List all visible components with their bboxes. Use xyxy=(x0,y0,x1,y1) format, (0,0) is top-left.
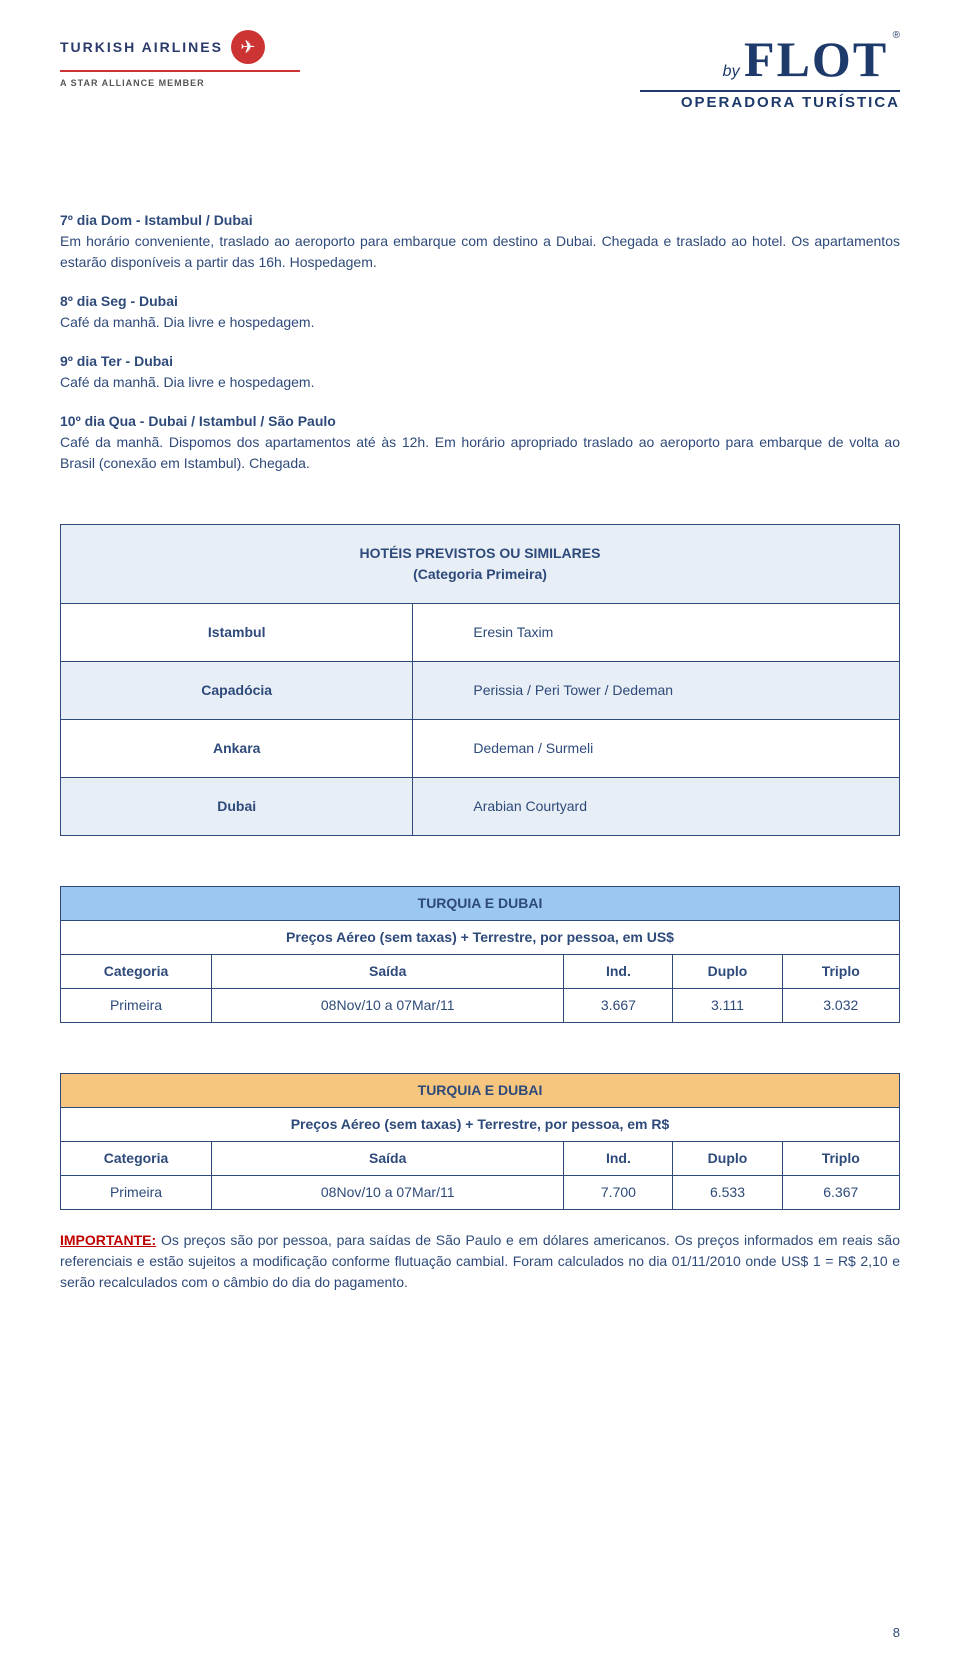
day-text: Em horário conveniente, traslado ao aero… xyxy=(60,231,900,273)
col-ind: Ind. xyxy=(564,955,673,989)
day-text: Café da manhã. Dia livre e hospedagem. xyxy=(60,372,900,393)
cell-saida: 08Nov/10 a 07Mar/11 xyxy=(212,989,564,1023)
cell-triplo: 3.032 xyxy=(782,989,899,1023)
pt-usd-title: TURQUIA E DUBAI xyxy=(61,887,900,921)
page-number: 8 xyxy=(893,1625,900,1640)
pt-brl-title: TURQUIA E DUBAI xyxy=(61,1074,900,1108)
col-duplo: Duplo xyxy=(673,1142,782,1176)
important-label: IMPORTANTE: xyxy=(60,1232,156,1248)
hotel-name: Eresin Taxim xyxy=(413,604,900,662)
cell-ind: 7.700 xyxy=(564,1176,673,1210)
turkish-airlines-logo: TURKISH AIRLINES ✈ A STAR ALLIANCE MEMBE… xyxy=(60,30,300,88)
day-title: 7º dia Dom - Istambul / Dubai xyxy=(60,210,900,231)
ta-name: TURKISH AIRLINES xyxy=(60,39,223,55)
ta-bird-icon: ✈ xyxy=(231,30,265,64)
cell-saida: 08Nov/10 a 07Mar/11 xyxy=(212,1176,564,1210)
day-text: Café da manhã. Dia livre e hospedagem. xyxy=(60,312,900,333)
flot-divider xyxy=(640,90,900,92)
table-row: Dubai Arabian Courtyard xyxy=(61,778,900,836)
cell-cat: Primeira xyxy=(61,989,212,1023)
flot-logo: by FLOT ® OPERADORA TURÍSTICA xyxy=(640,30,900,111)
day-block-10: 10º dia Qua - Dubai / Istambul / São Pau… xyxy=(60,411,900,474)
col-saida: Saída xyxy=(212,1142,564,1176)
pt-usd-header-row: Categoria Saída Ind. Duplo Triplo xyxy=(61,955,900,989)
cell-cat: Primeira xyxy=(61,1176,212,1210)
cell-ind: 3.667 xyxy=(564,989,673,1023)
hotel-name: Dedeman / Surmeli xyxy=(413,720,900,778)
day-text: Café da manhã. Dispomos dos apartamentos… xyxy=(60,432,900,474)
col-triplo: Triplo xyxy=(782,1142,899,1176)
day-block-9: 9º dia Ter - Dubai Café da manhã. Dia li… xyxy=(60,351,900,393)
col-triplo: Triplo xyxy=(782,955,899,989)
hotel-name: Perissia / Peri Tower / Dedeman xyxy=(413,662,900,720)
flot-by: by xyxy=(723,63,740,80)
hotel-name: Arabian Courtyard xyxy=(413,778,900,836)
cell-duplo: 6.533 xyxy=(673,1176,782,1210)
day-title: 8º dia Seg - Dubai xyxy=(60,291,900,312)
hotel-city: Ankara xyxy=(61,720,413,778)
hotel-city: Dubai xyxy=(61,778,413,836)
flot-reg: ® xyxy=(893,30,900,41)
table-row: Istambul Eresin Taxim xyxy=(61,604,900,662)
price-table-brl: TURQUIA E DUBAI Preços Aéreo (sem taxas)… xyxy=(60,1073,900,1210)
page-header: TURKISH AIRLINES ✈ A STAR ALLIANCE MEMBE… xyxy=(60,30,900,180)
pt-brl-subtitle: Preços Aéreo (sem taxas) + Terrestre, po… xyxy=(61,1108,900,1142)
content-body: 7º dia Dom - Istambul / Dubai Em horário… xyxy=(60,210,900,1293)
flot-subtitle: OPERADORA TURÍSTICA xyxy=(640,94,900,111)
hotels-header-cell: HOTÉIS PREVISTOS OU SIMILARES (Categoria… xyxy=(61,525,900,604)
col-ind: Ind. xyxy=(564,1142,673,1176)
cell-triplo: 6.367 xyxy=(782,1176,899,1210)
important-note: IMPORTANTE: Os preços são por pessoa, pa… xyxy=(60,1230,900,1293)
flot-main: FLOT xyxy=(744,31,888,87)
day-block-8: 8º dia Seg - Dubai Café da manhã. Dia li… xyxy=(60,291,900,333)
cell-duplo: 3.111 xyxy=(673,989,782,1023)
ta-member-text: A STAR ALLIANCE MEMBER xyxy=(60,78,300,88)
pt-usd-subtitle: Preços Aéreo (sem taxas) + Terrestre, po… xyxy=(61,921,900,955)
hotel-city: Istambul xyxy=(61,604,413,662)
day-block-7: 7º dia Dom - Istambul / Dubai Em horário… xyxy=(60,210,900,273)
hotel-city: Capadócia xyxy=(61,662,413,720)
table-row: Primeira 08Nov/10 a 07Mar/11 7.700 6.533… xyxy=(61,1176,900,1210)
col-saida: Saída xyxy=(212,955,564,989)
day-title: 10º dia Qua - Dubai / Istambul / São Pau… xyxy=(60,411,900,432)
important-text: Os preços são por pessoa, para saídas de… xyxy=(60,1232,900,1290)
table-row: Capadócia Perissia / Peri Tower / Dedema… xyxy=(61,662,900,720)
col-categoria: Categoria xyxy=(61,955,212,989)
table-row: Primeira 08Nov/10 a 07Mar/11 3.667 3.111… xyxy=(61,989,900,1023)
col-duplo: Duplo xyxy=(673,955,782,989)
table-row: Ankara Dedeman / Surmeli xyxy=(61,720,900,778)
ta-divider xyxy=(60,70,300,72)
col-categoria: Categoria xyxy=(61,1142,212,1176)
pt-brl-header-row: Categoria Saída Ind. Duplo Triplo xyxy=(61,1142,900,1176)
hotels-table: HOTÉIS PREVISTOS OU SIMILARES (Categoria… xyxy=(60,524,900,836)
hotels-header1: HOTÉIS PREVISTOS OU SIMILARES xyxy=(360,545,601,561)
price-table-usd: TURQUIA E DUBAI Preços Aéreo (sem taxas)… xyxy=(60,886,900,1023)
hotels-header2: (Categoria Primeira) xyxy=(413,566,547,582)
day-title: 9º dia Ter - Dubai xyxy=(60,351,900,372)
